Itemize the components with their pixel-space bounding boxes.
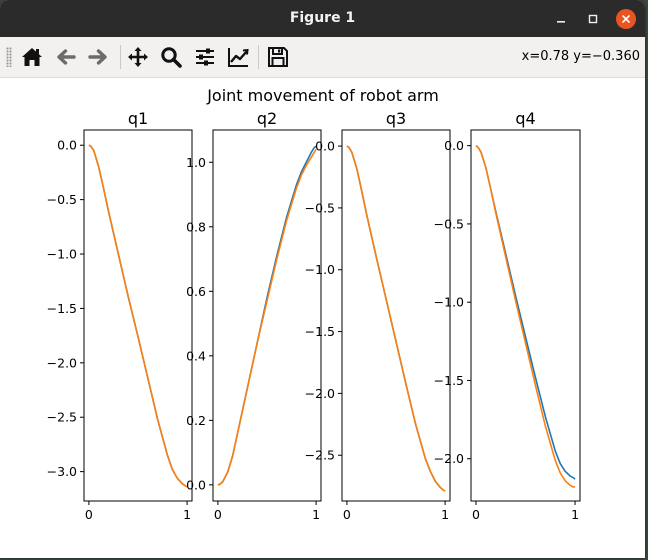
axes-frame bbox=[341, 129, 451, 502]
y-tick-label: −0.5 bbox=[47, 192, 77, 207]
y-tick-label: −0.5 bbox=[434, 216, 464, 231]
navigation-toolbar bbox=[0, 37, 645, 78]
y-tick-label: 0.0 bbox=[444, 138, 464, 153]
y-tick-label: −2.5 bbox=[47, 410, 77, 425]
y-tick-label: −1.0 bbox=[47, 247, 77, 262]
series-line-2 bbox=[88, 144, 188, 488]
subplot-title: q3 bbox=[386, 109, 406, 128]
y-tick-label: 0.0 bbox=[315, 139, 335, 154]
x-tick-label: 0 bbox=[472, 507, 480, 522]
home-button[interactable] bbox=[18, 43, 46, 71]
y-tick-label: −2.0 bbox=[47, 355, 77, 370]
x-tick-label: 0 bbox=[343, 507, 351, 522]
y-tick-label: 0.0 bbox=[186, 477, 206, 492]
y-tick-label: −1.5 bbox=[47, 301, 77, 316]
subplot-q2: q2 0.0 0.2 0.4 0.6 0.8 1.0 0 1 bbox=[186, 109, 322, 522]
series-line-1 bbox=[475, 145, 576, 480]
zoom-button[interactable] bbox=[157, 43, 185, 71]
y-tick-label: −1.0 bbox=[434, 295, 464, 310]
subplot-q3: q3 0.0 −0.5 −1.0 −1.5 −2.0 −2.5 0 1 bbox=[305, 109, 451, 522]
series-line-1 bbox=[346, 145, 446, 492]
x-tick-label: 1 bbox=[312, 507, 320, 522]
toolbar-grip[interactable] bbox=[6, 47, 12, 67]
y-tick-label: 0.4 bbox=[186, 348, 206, 363]
maximize-button[interactable] bbox=[583, 9, 603, 29]
subplots-button[interactable] bbox=[191, 43, 219, 71]
y-tick-label: 0.2 bbox=[186, 413, 206, 428]
minimize-icon bbox=[557, 21, 565, 23]
title-bar[interactable]: Figure 1 bbox=[0, 0, 645, 37]
subplot-title: q2 bbox=[257, 109, 277, 128]
forward-button[interactable] bbox=[84, 43, 112, 71]
x-tick-label: 0 bbox=[214, 507, 222, 522]
line-chart-icon bbox=[228, 48, 249, 67]
arrow-left-icon bbox=[57, 49, 76, 65]
pan-button[interactable] bbox=[124, 43, 152, 71]
subplot-title: q4 bbox=[515, 109, 535, 128]
series-line-1 bbox=[217, 145, 317, 486]
y-tick-label: −1.5 bbox=[305, 324, 335, 339]
y-tick-label: −1.5 bbox=[434, 373, 464, 388]
axes-frame bbox=[83, 129, 193, 502]
y-tick-label: −1.0 bbox=[305, 262, 335, 277]
toolbar-separator bbox=[120, 45, 121, 69]
figure-svg: Joint movement of robot arm q1 0.0 −0.5 −1.… bbox=[47, 86, 581, 522]
y-tick-label: 0.6 bbox=[186, 284, 206, 299]
close-icon bbox=[622, 15, 630, 23]
y-tick-label: −3.0 bbox=[47, 464, 77, 479]
series-line-2 bbox=[475, 145, 576, 488]
x-tick-label: 0 bbox=[85, 507, 93, 522]
toolbar-separator bbox=[258, 45, 259, 69]
magnifier-icon bbox=[161, 47, 182, 68]
subplot-q4: q4 0.0 −0.5 −1.0 −1.5 −2.0 0 1 bbox=[434, 109, 581, 522]
y-tick-label: −2.5 bbox=[305, 448, 335, 463]
sliders-icon bbox=[196, 48, 214, 66]
arrow-right-icon bbox=[88, 49, 107, 65]
close-button[interactable] bbox=[616, 9, 636, 29]
x-tick-label: 1 bbox=[183, 507, 191, 522]
figure-canvas[interactable]: Joint movement of robot arm q1 0.0 −0.5 −1.… bbox=[4, 78, 640, 556]
y-tick-label: −2.0 bbox=[305, 386, 335, 401]
back-button[interactable] bbox=[52, 43, 80, 71]
y-tick-label: 1.0 bbox=[186, 155, 206, 170]
x-tick-label: 1 bbox=[571, 507, 579, 522]
cursor-coordinates: x=0.78 y=−0.360 bbox=[521, 49, 640, 64]
figure-suptitle: Joint movement of robot arm bbox=[206, 86, 439, 105]
y-tick-label: 0.0 bbox=[57, 138, 77, 153]
floppy-disk-icon bbox=[268, 47, 288, 67]
y-tick-label: −2.0 bbox=[434, 451, 464, 466]
home-icon bbox=[22, 48, 42, 66]
series-line-1 bbox=[88, 144, 188, 488]
minimize-button[interactable] bbox=[551, 9, 571, 29]
move-icon bbox=[128, 47, 148, 67]
series-line-2 bbox=[346, 145, 446, 492]
y-tick-label: 0.8 bbox=[186, 219, 206, 234]
axes-button[interactable] bbox=[224, 43, 252, 71]
maximize-icon bbox=[588, 14, 598, 24]
axes-frame bbox=[470, 129, 581, 502]
x-tick-label: 1 bbox=[441, 507, 449, 522]
save-button[interactable] bbox=[264, 43, 292, 71]
subplot-title: q1 bbox=[128, 109, 148, 128]
axes-frame bbox=[212, 129, 322, 502]
subplot-q1: q1 0.0 −0.5 −1.0 −1.5 −2.0 −2.5 −3.0 0 1 bbox=[47, 109, 193, 522]
window-title: Figure 1 bbox=[289, 10, 356, 26]
series-line-2 bbox=[217, 148, 317, 486]
y-tick-label: −0.5 bbox=[305, 200, 335, 215]
